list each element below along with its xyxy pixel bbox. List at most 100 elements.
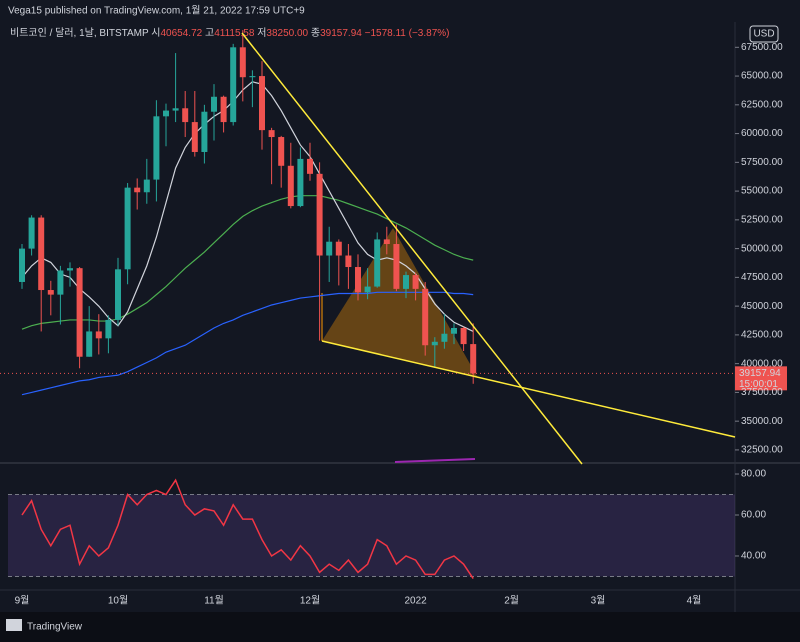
high: 41115.58 <box>214 28 255 39</box>
candle-body <box>115 269 121 320</box>
candle-body <box>470 344 477 374</box>
candle-body <box>412 275 419 289</box>
candle-body <box>67 268 73 271</box>
candle-body <box>259 76 265 131</box>
candle-body <box>220 96 227 123</box>
candle-body <box>19 248 25 282</box>
y-tick-label: 45000.00 <box>741 301 783 312</box>
candle-body <box>211 96 217 112</box>
low-label: 저 <box>257 27 266 39</box>
y-tick-label: 42500.00 <box>741 330 783 341</box>
x-tick-label: 4월 <box>687 595 702 607</box>
candle-body <box>57 270 64 295</box>
x-tick-label: 9월 <box>15 595 30 607</box>
candle-body <box>172 108 179 111</box>
y-tick-label: 50000.00 <box>741 243 783 254</box>
candle-body <box>153 116 160 180</box>
symbol: 비트코인 / 달러, 1날, BITSTAMP <box>10 27 149 39</box>
y-tick-label: 55000.00 <box>741 186 783 197</box>
countdown: 15:00:01 <box>739 379 778 390</box>
price-pane <box>321 228 478 463</box>
candle-body <box>201 111 208 152</box>
candle-body <box>182 108 189 123</box>
candle-body <box>268 130 275 138</box>
candle-body <box>326 241 333 256</box>
y-tick-label: 67500.00 <box>741 42 783 53</box>
open-label: 시 <box>151 27 160 39</box>
logo-icon <box>6 619 22 631</box>
candle-body <box>47 290 54 295</box>
y-tick-label: 80.00 <box>741 469 766 480</box>
rsi-line <box>21 478 474 579</box>
candle-body <box>383 239 390 245</box>
candle-body <box>364 286 371 293</box>
y-tick-label: 60000.00 <box>741 128 783 139</box>
x-tick-label: 10월 <box>108 595 128 607</box>
y-tick-label: 65000.00 <box>741 71 783 82</box>
footer-bar <box>0 612 800 642</box>
high-label: 고 <box>205 28 214 39</box>
x-tick-label: 3월 <box>591 595 606 607</box>
candle-body <box>38 217 45 291</box>
x-tick-label: 12월 <box>300 595 320 607</box>
y-tick-label: 60.00 <box>741 510 766 521</box>
trendline <box>321 340 736 438</box>
currency-box <box>749 25 779 43</box>
y-tick-label: 52500.00 <box>741 214 783 225</box>
moving-average <box>21 195 474 330</box>
candle-body <box>124 187 131 270</box>
y-tick-label: 40.00 <box>741 551 766 562</box>
y-tick-label: 35000.00 <box>741 416 783 427</box>
indicator-line <box>394 458 476 463</box>
candle-body <box>355 267 361 293</box>
candle-body <box>335 241 342 256</box>
open: 40654.72 <box>160 28 202 39</box>
candle-body <box>403 275 409 289</box>
x-tick-label: 2월 <box>504 595 519 607</box>
candle-body <box>143 179 150 193</box>
candle-body <box>287 165 294 207</box>
candle-body <box>307 158 313 174</box>
candle-body <box>239 47 246 78</box>
candle-body <box>451 327 457 334</box>
y-tick-label: 57500.00 <box>741 157 783 168</box>
low: 38250.00 <box>266 28 308 39</box>
candle-body <box>460 327 467 345</box>
last-price-label: 39157.94 <box>739 368 781 379</box>
x-tick-label: 2022 <box>404 596 427 607</box>
currency: USD <box>753 29 774 40</box>
candle-body <box>316 173 323 256</box>
y-tick-label: 62500.00 <box>741 99 783 110</box>
candle-body <box>191 122 198 152</box>
y-tick-label: 37500.00 <box>741 387 783 398</box>
candle-body <box>163 110 169 117</box>
candle-body <box>76 268 83 357</box>
candle-body <box>86 331 93 357</box>
candle-body <box>28 217 35 249</box>
candle-body <box>105 319 112 339</box>
candle-body <box>134 187 141 193</box>
candle-body <box>278 137 285 166</box>
candle-body <box>345 255 352 268</box>
candle-body <box>393 244 400 289</box>
y-tick-label: 47500.00 <box>741 272 783 283</box>
close: 39157.94 <box>320 28 362 39</box>
y-tick-label: 40000.00 <box>741 358 783 369</box>
logo-text: TradingView <box>27 622 83 633</box>
close-label: 종 <box>311 27 320 39</box>
pattern-shade <box>322 228 478 378</box>
trendline <box>241 32 583 465</box>
candle-body <box>230 47 237 123</box>
candle-body <box>374 239 381 287</box>
moving-average <box>21 291 474 396</box>
x-tick-label: 11월 <box>204 595 224 607</box>
candle-body <box>441 333 448 342</box>
candle-body <box>422 288 429 346</box>
last-price-box <box>735 366 787 391</box>
y-tick-label: 32500.00 <box>741 445 783 456</box>
candle-body <box>297 158 304 207</box>
band-fill <box>8 494 735 577</box>
publisher: Vega15 published on TradingView.com, 1월 … <box>8 5 305 17</box>
